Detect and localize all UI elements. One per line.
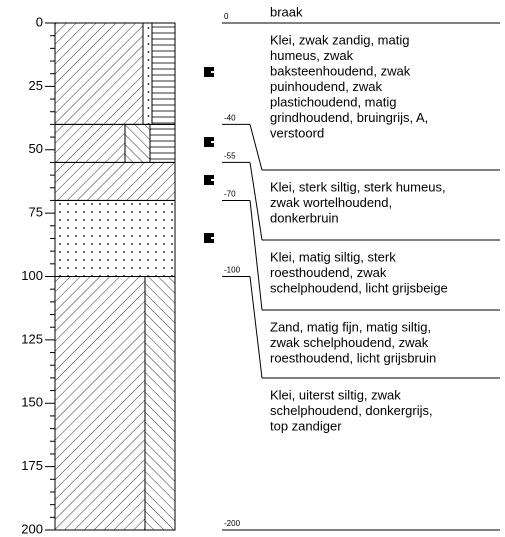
- layer: [151, 22, 176, 125]
- sample-icon: [204, 67, 214, 77]
- samples: [204, 67, 214, 243]
- layer: [124, 123, 151, 163]
- layer: [142, 22, 153, 125]
- description: zwak schelphoudend, zwak: [270, 335, 429, 350]
- depth-label: 0: [224, 12, 229, 21]
- connector: [249, 200, 263, 311]
- description: grindhoudend, bruingrijs, A,: [270, 110, 428, 125]
- depth-label: -200: [224, 519, 241, 528]
- layer: [54, 22, 144, 125]
- depth-label: -40: [224, 114, 236, 123]
- tick-label: 200: [21, 521, 43, 536]
- description: Klei, sterk siltig, sterk humeus,: [270, 179, 446, 194]
- connector: [249, 162, 263, 241]
- description: verstoord: [270, 125, 324, 140]
- description: puinhoudend, zwak: [270, 79, 383, 94]
- description: humeus, zwak: [270, 48, 354, 63]
- layer: [149, 123, 176, 163]
- depth-label: -70: [224, 190, 236, 199]
- description: zwak wortelhoudend,: [270, 195, 392, 210]
- layer: [144, 276, 176, 531]
- depth-label: -55: [224, 152, 236, 161]
- description: schelphoudend, donkergrijs,: [270, 403, 433, 418]
- description: Klei, zwak zandig, matig: [270, 32, 409, 47]
- tick-label: 50: [29, 141, 43, 156]
- description: baksteenhoudend, zwak: [270, 63, 411, 78]
- tick-label: 75: [29, 205, 43, 220]
- layer: [54, 199, 176, 277]
- tick-label: 100: [21, 268, 43, 283]
- layer: [54, 276, 146, 531]
- layer: [54, 123, 126, 163]
- description: Klei, uiterst siltig, zwak: [270, 387, 401, 402]
- connector: [249, 276, 263, 379]
- description: Zand, matig fijn, matig siltig,: [270, 319, 431, 334]
- description: roesthoudend, zwak: [270, 265, 387, 280]
- tick-label: 125: [21, 331, 43, 346]
- tick-label: 175: [21, 458, 43, 473]
- sample-icon: [204, 175, 214, 185]
- description: schelphoudend, licht grijsbeige: [270, 280, 448, 295]
- tick-label: 150: [21, 395, 43, 410]
- tick-label: 0: [36, 14, 43, 29]
- description: donkerbruin: [270, 210, 339, 225]
- connector: [249, 124, 263, 171]
- layer: [54, 161, 176, 201]
- top-label: braak: [270, 4, 303, 19]
- description: Klei, matig siltig, sterk: [270, 249, 396, 264]
- sample-icon: [204, 137, 214, 147]
- description: roesthoudend, licht grijsbruin: [270, 350, 436, 365]
- tick-label: 25: [29, 78, 43, 93]
- depth-label: -100: [224, 266, 241, 275]
- sample-icon: [204, 233, 214, 243]
- description: top zandiger: [270, 418, 342, 433]
- description: plastichoudend, matig: [270, 94, 396, 109]
